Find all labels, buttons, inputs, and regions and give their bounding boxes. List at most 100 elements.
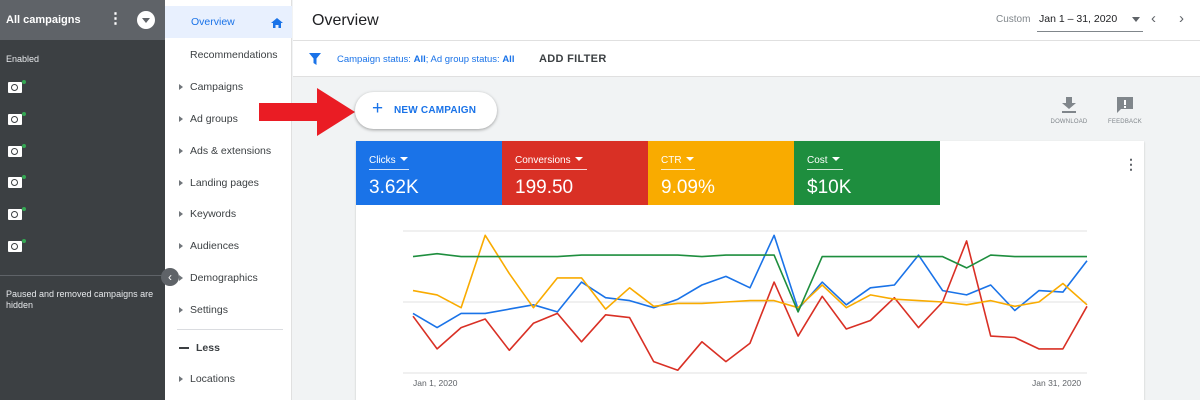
line-chart — [403, 230, 1088, 374]
menu-item-recommendations[interactable]: Recommendations — [165, 45, 292, 65]
expand-arrow-icon — [179, 211, 183, 217]
series-line-conversions — [412, 240, 1088, 371]
menu-item-label: Campaigns — [190, 81, 244, 93]
feedback-label: FEEDBACK — [1108, 119, 1142, 125]
red-arrow-annotation — [259, 88, 355, 136]
metric-name: Conversions — [515, 155, 583, 166]
plus-icon: + — [372, 98, 384, 119]
menu-item-label: Locations — [190, 373, 235, 385]
search-campaign-icon[interactable] — [8, 207, 26, 220]
menu-item-overview[interactable]: Overview — [165, 6, 292, 38]
divider — [515, 169, 587, 170]
menu-item-label: Landing pages — [190, 177, 259, 189]
search-campaign-icon[interactable] — [8, 144, 26, 157]
expand-arrow-icon — [179, 275, 183, 281]
menu-item-landing-pages[interactable]: Landing pages — [165, 173, 292, 193]
feedback-button[interactable]: FEEDBACK — [1105, 97, 1145, 125]
metric-tile-cost[interactable]: Cost $10K — [794, 141, 940, 205]
menu-item-audiences[interactable]: Audiences — [165, 236, 292, 256]
date-range-selector[interactable]: Jan 1 – 31, 2020 — [1039, 13, 1118, 25]
divider — [0, 275, 165, 276]
expand-arrow-icon — [179, 307, 183, 313]
metric-tile-conversions[interactable]: Conversions 199.50 — [502, 141, 648, 205]
chevron-down-icon[interactable] — [1132, 17, 1140, 22]
metric-name: Clicks — [369, 155, 408, 166]
menu-item-demographics[interactable]: Demographics — [165, 268, 292, 288]
x-axis-end-label: Jan 31, 2020 — [1032, 378, 1082, 388]
chevron-right-icon[interactable]: › — [1179, 10, 1184, 27]
filter-value: All — [502, 54, 515, 65]
date-type-label: Custom — [996, 14, 1031, 25]
menu-item-ads-extensions[interactable]: Ads & extensions — [165, 141, 292, 161]
paused-note: Paused and removed campaigns are hidden — [6, 289, 154, 310]
metric-name: CTR — [661, 155, 694, 166]
divider — [807, 169, 843, 170]
campaign-rail: All campaigns ⋮ Enabled Paused and remov… — [0, 0, 165, 400]
more-vert-icon[interactable]: ⋮ — [108, 10, 123, 27]
menu-item-label: Audiences — [190, 240, 240, 252]
search-campaign-icon[interactable] — [8, 80, 26, 93]
download-label: DOWNLOAD — [1050, 119, 1088, 125]
header-bar: Overview Custom Jan 1 – 31, 2020 ‹ › — [293, 0, 1200, 41]
overview-chart-card: Clicks 3.62K Conversions 199.50 CTR 9.09… — [356, 141, 1144, 400]
page-menu: Overview Recommendations Campaigns Ad gr… — [165, 0, 292, 400]
download-button[interactable]: DOWNLOAD — [1049, 97, 1089, 125]
enabled-label: Enabled — [6, 54, 40, 64]
filter-label: Ad group status: — [430, 54, 500, 65]
menu-item-label: Ads & extensions — [190, 145, 272, 157]
page-title: Overview — [312, 12, 379, 29]
series-line-cost — [412, 252, 1087, 313]
divider — [661, 169, 695, 170]
metric-tile-ctr[interactable]: CTR 9.09% — [648, 141, 794, 205]
menu-item-label: Keywords — [190, 208, 237, 220]
menu-item-ad-groups[interactable]: Ad groups — [165, 109, 292, 129]
menu-item-less[interactable]: Less — [165, 338, 292, 358]
expand-icon[interactable] — [137, 11, 155, 29]
expand-arrow-icon — [179, 376, 183, 382]
menu-item-label: Recommendations — [190, 49, 278, 61]
chevron-left-icon[interactable]: ‹ — [1151, 10, 1156, 27]
expand-arrow-icon — [179, 116, 183, 122]
filter-separator: ; — [425, 54, 429, 65]
metric-value: 9.09% — [661, 177, 715, 198]
menu-item-label: Settings — [190, 304, 228, 316]
feedback-icon — [1117, 97, 1133, 113]
menu-item-label: Ad groups — [190, 113, 238, 125]
collapse-icon — [179, 347, 189, 349]
home-icon — [271, 18, 283, 28]
expand-arrow-icon — [179, 148, 183, 154]
expand-arrow-icon — [179, 84, 183, 90]
metric-tile-clicks[interactable]: Clicks 3.62K — [356, 141, 502, 205]
divider — [1037, 31, 1143, 32]
series-line-ctr — [412, 234, 1088, 310]
metric-value: $10K — [807, 177, 852, 198]
expand-arrow-icon — [179, 243, 183, 249]
search-campaign-icon[interactable] — [8, 112, 26, 125]
metric-name: Cost — [807, 155, 840, 166]
search-campaign-icon[interactable] — [8, 239, 26, 252]
filter-icon[interactable] — [309, 53, 321, 65]
download-icon — [1062, 97, 1076, 113]
add-filter-button[interactable]: ADD FILTER — [539, 53, 607, 65]
menu-item-campaigns[interactable]: Campaigns — [165, 77, 292, 97]
rail-title: All campaigns — [6, 14, 81, 26]
metric-value: 3.62K — [369, 177, 419, 198]
collapse-rail-icon[interactable]: ‹ — [161, 268, 179, 286]
menu-item-keywords[interactable]: Keywords — [165, 204, 292, 224]
new-campaign-label: NEW CAMPAIGN — [394, 105, 477, 116]
expand-arrow-icon — [179, 180, 183, 186]
menu-item-label: Overview — [191, 16, 235, 28]
campaign-selector[interactable]: All campaigns ⋮ — [0, 0, 165, 40]
new-campaign-button[interactable]: + NEW CAMPAIGN — [355, 92, 497, 129]
menu-item-label: Less — [196, 342, 220, 354]
filter-bar: Campaign status: All; Ad group status: A… — [293, 41, 1200, 77]
menu-item-settings[interactable]: Settings — [165, 300, 292, 320]
search-campaign-icon[interactable] — [8, 175, 26, 188]
divider — [177, 329, 283, 330]
filter-value: All — [413, 54, 426, 65]
menu-item-locations[interactable]: Locations — [165, 369, 292, 389]
active-filters[interactable]: Campaign status: All; Ad group status: A… — [337, 54, 514, 65]
divider — [369, 169, 409, 170]
menu-item-label: Demographics — [190, 272, 258, 284]
more-vert-icon[interactable]: ⋮ — [1124, 156, 1138, 172]
